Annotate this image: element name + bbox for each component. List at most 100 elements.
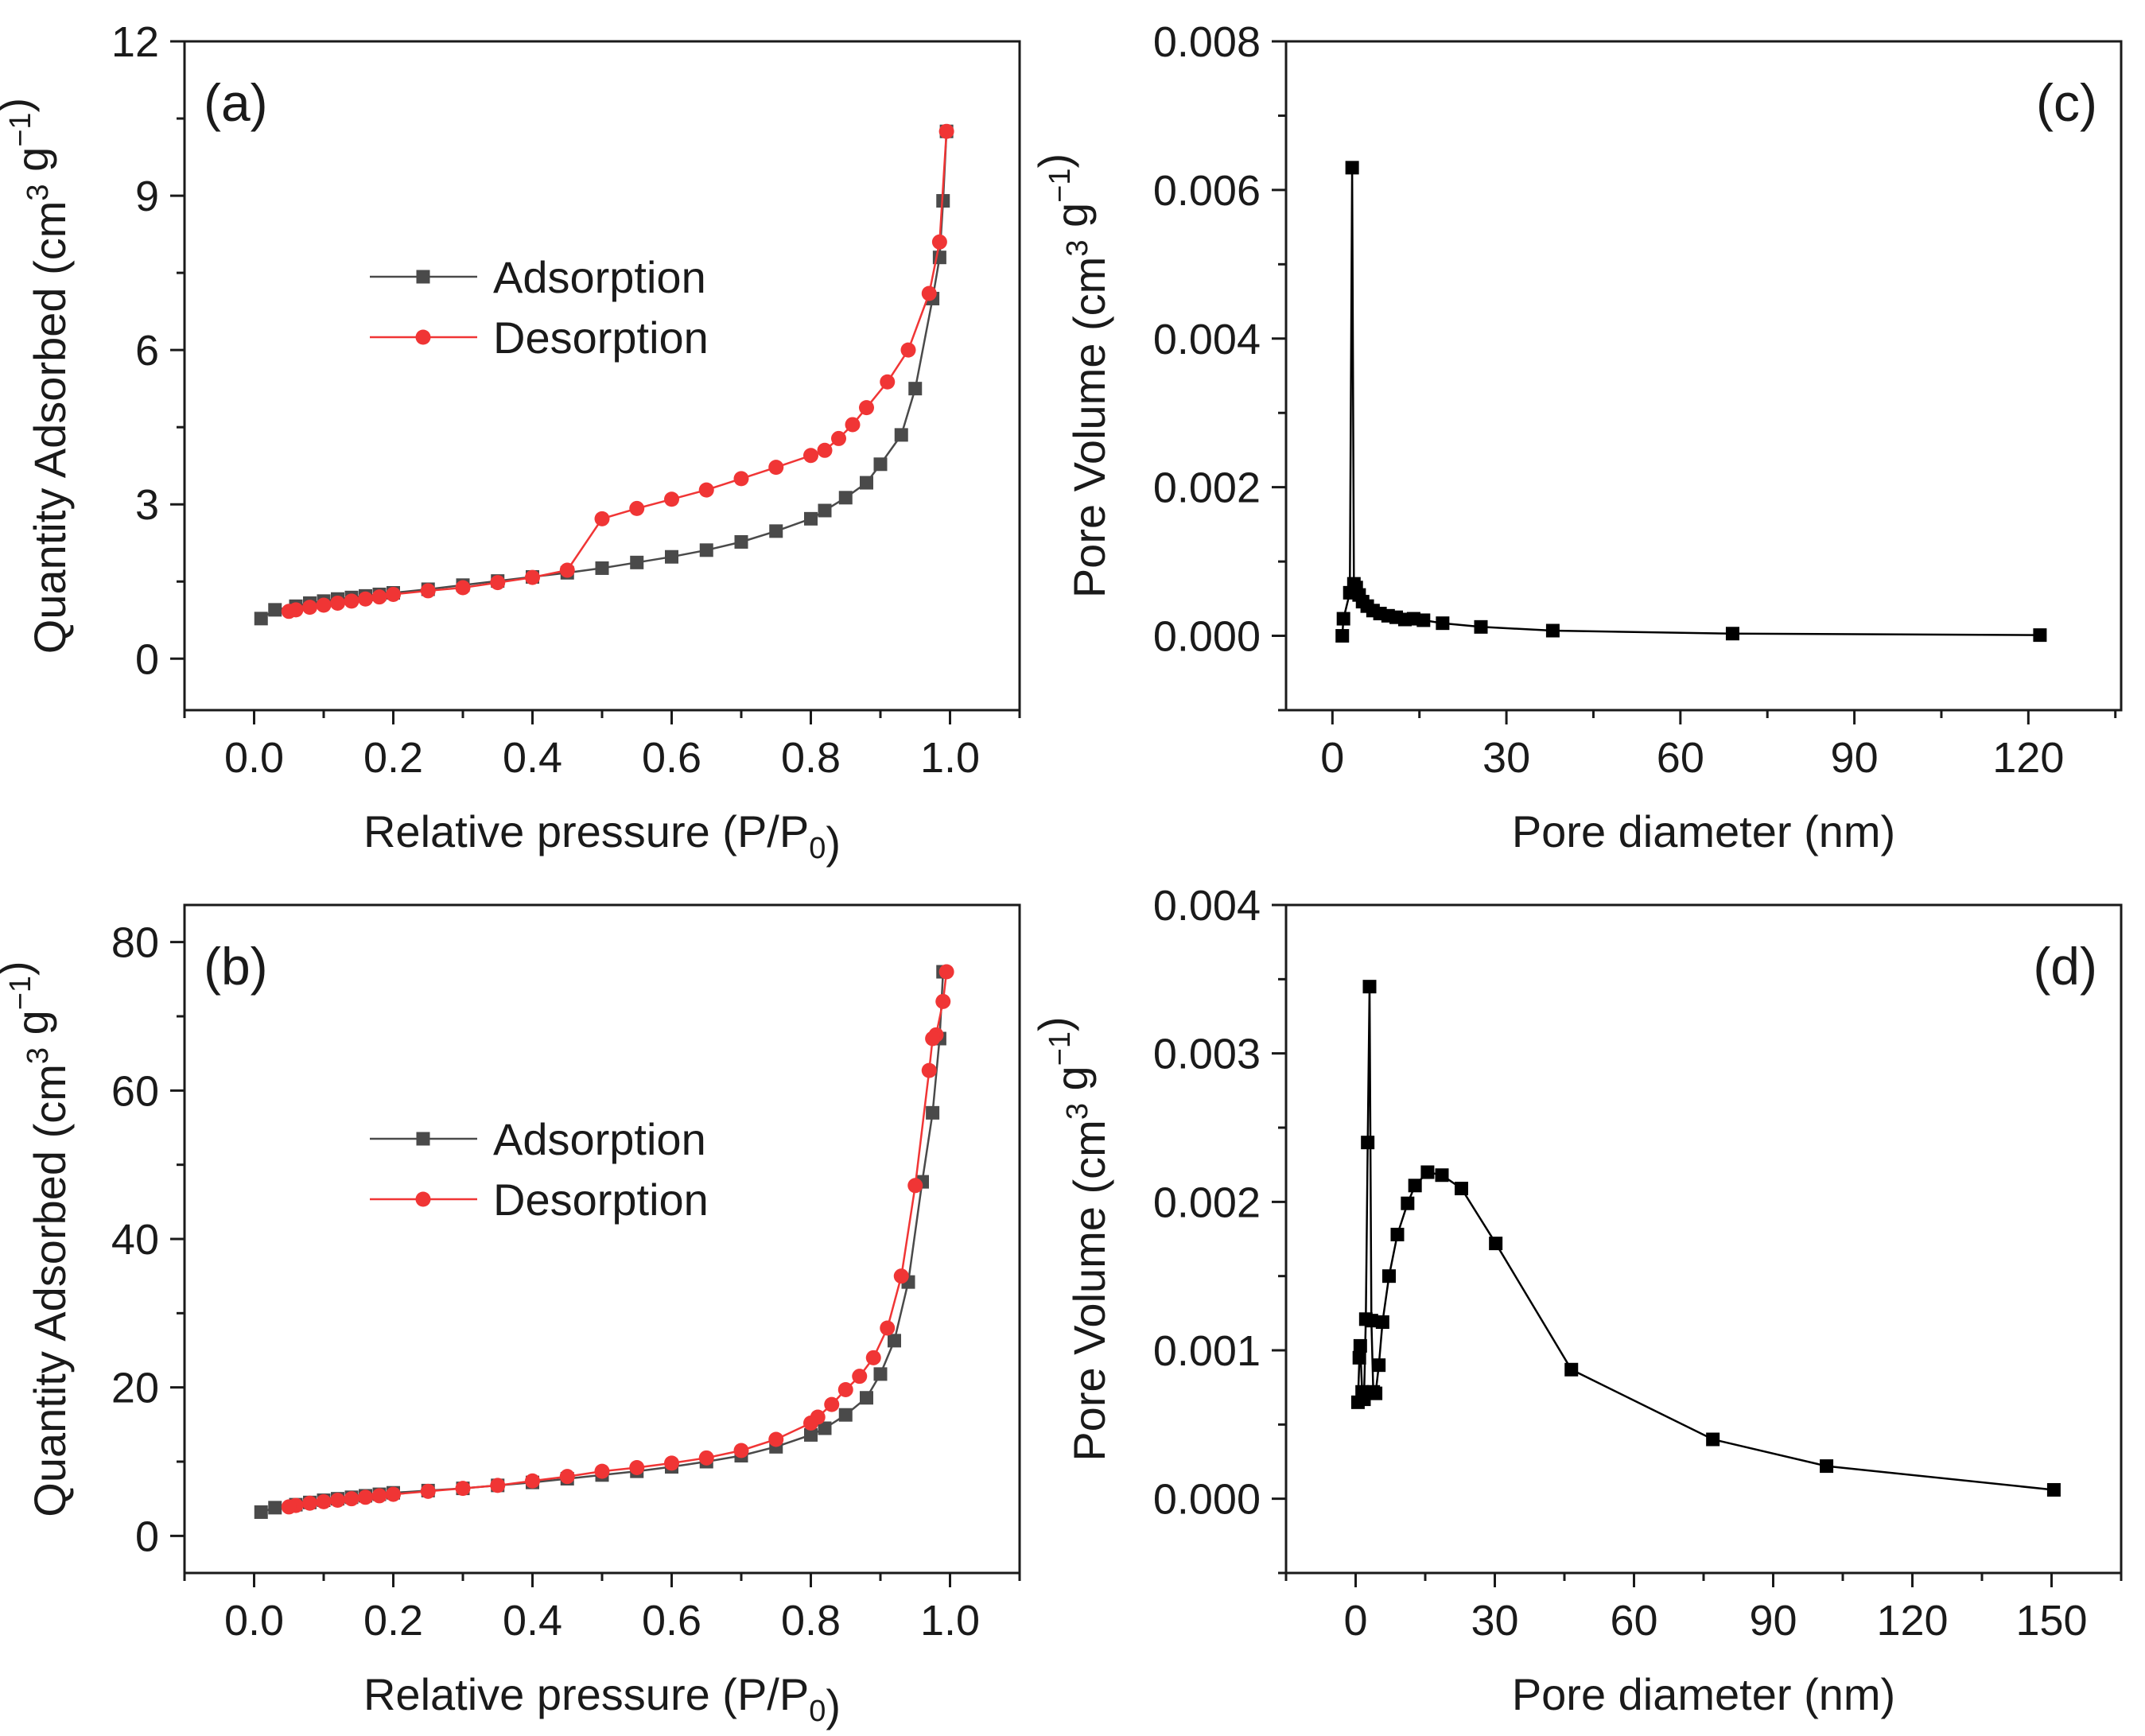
legend: Adsorption Desorption — [370, 252, 709, 363]
series-desorption — [281, 964, 954, 1515]
superscript: −1 — [4, 112, 37, 146]
x-tick-label: 120 — [1876, 1597, 1948, 1645]
data-point — [302, 600, 317, 616]
y-tick-label: 0.002 — [1153, 464, 1261, 512]
data-point — [1364, 1314, 1378, 1328]
data-point — [888, 1334, 901, 1348]
data-point — [268, 1501, 282, 1515]
data-point — [1335, 629, 1350, 643]
data-point — [845, 417, 861, 433]
x-tick-label: 60 — [1610, 1597, 1657, 1645]
data-point — [935, 993, 951, 1009]
data-point — [1436, 616, 1450, 631]
title-text: Relative pressure (P/P — [363, 806, 809, 856]
legend-label: Adsorption — [493, 252, 706, 302]
data-point — [1362, 980, 1377, 994]
y-axis-title: Quantity Adsorbed (cm3 g-1)Quantity Adso… — [0, 98, 75, 654]
data-point — [873, 1367, 888, 1381]
data-point — [629, 500, 645, 516]
y-tick-label: 0.004 — [1153, 316, 1261, 363]
title-text: g — [1047, 1066, 1097, 1103]
series-pore-size-distribution — [1350, 980, 2061, 1497]
data-point — [371, 589, 387, 605]
data-point — [803, 1415, 818, 1431]
title-text: Quantity Adsorbed (cm — [25, 201, 75, 654]
y-axis-title: Pore Volume (cm3 g-1)Pore Volume (cm3 g−… — [1029, 1016, 1114, 1461]
data-point — [804, 1427, 818, 1442]
title-text: ) — [1029, 153, 1079, 169]
data-point — [1369, 1386, 1383, 1400]
data-point — [893, 1268, 909, 1284]
data-point — [358, 1489, 373, 1505]
data-point — [1420, 1165, 1435, 1179]
data-point — [1820, 1459, 1834, 1474]
title-text: g — [1047, 203, 1097, 240]
data-point — [804, 511, 818, 526]
x-tick-label: 30 — [1482, 734, 1530, 782]
superscript: −1 — [1043, 1031, 1077, 1066]
y-axis-title: Pore Volume (cm3 g-1)Pore Volume (cm3 g−… — [1029, 153, 1114, 598]
x-tick-label: 1.0 — [920, 734, 980, 782]
data-point — [664, 491, 679, 507]
panel-label: (c) — [2036, 73, 2097, 132]
subscript: 0 — [809, 1695, 826, 1728]
data-point — [859, 400, 874, 416]
y-tick-label: 0.006 — [1153, 167, 1261, 215]
x-tick-label: 90 — [1831, 734, 1879, 782]
y-tick-label: 0.008 — [1153, 18, 1261, 66]
data-point — [525, 569, 540, 585]
data-point — [1545, 623, 1560, 638]
data-point — [1725, 627, 1739, 641]
data-point — [1416, 613, 1431, 627]
data-point — [894, 428, 908, 442]
data-point — [931, 234, 947, 250]
superscript: −1 — [1043, 168, 1077, 202]
data-point — [1474, 619, 1488, 634]
data-point — [1372, 1358, 1386, 1373]
legend: Adsorption Desorption — [370, 1114, 709, 1225]
data-point — [1375, 1315, 1389, 1330]
title-text: ) — [0, 98, 40, 113]
panel-d: 0 30 60 90 120 150 0.000 0.001 0.002 0.003 0.004 Po… — [1029, 882, 2123, 1719]
y-tick-label: 12 — [111, 18, 159, 66]
data-point — [1352, 1350, 1366, 1365]
title-text: g — [7, 1010, 57, 1047]
data-point — [316, 597, 332, 613]
data-point — [1435, 1168, 1449, 1183]
data-point — [386, 1486, 401, 1502]
data-point — [907, 1178, 923, 1194]
data-point — [316, 1493, 332, 1509]
data-point — [734, 534, 748, 549]
plot-frame — [1284, 40, 2123, 712]
y-tick-label: 80 — [111, 919, 159, 967]
panel-label: (a) — [204, 73, 268, 132]
data-point — [281, 604, 297, 619]
data-point — [838, 491, 853, 505]
y-axis-title: Quantity Adsorbed (cm3 g-1)Quantity Adso… — [0, 961, 75, 1517]
data-point — [629, 1459, 645, 1475]
superscript: 3 — [21, 184, 55, 200]
x-tick-label: 150 — [2015, 1597, 2087, 1645]
data-point — [1408, 1179, 1422, 1193]
y-tick-label: 0.000 — [1153, 1476, 1261, 1524]
y-tick-label: 9 — [135, 173, 159, 220]
series-pore-size-distribution — [1335, 161, 2047, 643]
y-tick-label: 0 — [135, 635, 159, 683]
data-point — [1401, 1196, 1415, 1210]
data-point — [880, 374, 896, 390]
title-text: Relative pressure (P/P — [363, 1669, 809, 1719]
data-point — [344, 1491, 359, 1507]
x-tick-label: 0.6 — [642, 734, 701, 782]
data-point — [768, 460, 784, 476]
data-point — [818, 1421, 832, 1435]
data-point — [733, 1443, 749, 1458]
x-tick-label: 0.2 — [363, 734, 423, 782]
y-tick-label: 0.003 — [1153, 1031, 1261, 1078]
x-tick-label: 0.0 — [224, 1597, 284, 1645]
title-text: Pore Volume (cm — [1064, 1120, 1114, 1462]
data-point — [837, 1381, 853, 1397]
panel-c: 0 30 60 90 120 0.000 0.002 0.004 0.006 0.008 Pore … — [1029, 18, 2123, 856]
data-point — [1361, 1136, 1375, 1150]
data-point — [455, 580, 471, 596]
data-point — [420, 1483, 436, 1499]
